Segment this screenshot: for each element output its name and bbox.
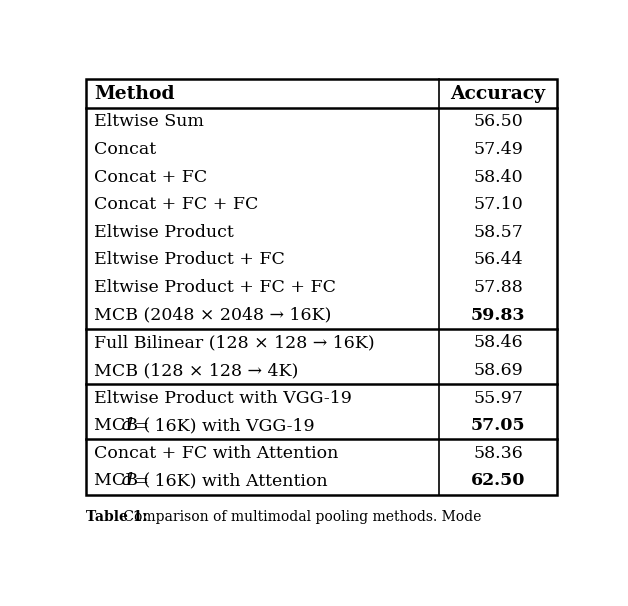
Text: Eltwise Product: Eltwise Product	[94, 224, 234, 241]
Text: d: d	[122, 472, 133, 490]
Text: = 16K) with Attention: = 16K) with Attention	[129, 472, 327, 490]
Text: Concat + FC + FC: Concat + FC + FC	[94, 196, 258, 213]
Text: 57.49: 57.49	[474, 141, 523, 158]
Text: 55.97: 55.97	[473, 390, 523, 407]
Text: 57.05: 57.05	[471, 417, 526, 434]
Text: Method: Method	[94, 84, 175, 102]
Text: Concat + FC with Attention: Concat + FC with Attention	[94, 445, 338, 462]
Text: 62.50: 62.50	[471, 472, 526, 490]
Text: MCB (: MCB (	[94, 417, 150, 434]
Text: Concat: Concat	[94, 141, 156, 158]
Text: 59.83: 59.83	[471, 307, 526, 324]
Text: Eltwise Product + FC + FC: Eltwise Product + FC + FC	[94, 279, 336, 296]
Text: MCB (128 × 128 → 4K): MCB (128 × 128 → 4K)	[94, 362, 298, 379]
Text: MCB (: MCB (	[94, 472, 150, 490]
Text: d: d	[122, 417, 133, 434]
Bar	[86, 79, 558, 494]
Text: 58.57: 58.57	[474, 224, 523, 241]
Text: Accuracy: Accuracy	[451, 84, 546, 102]
Text: 58.46: 58.46	[474, 335, 523, 351]
Text: Eltwise Product with VGG-19: Eltwise Product with VGG-19	[94, 390, 352, 407]
Text: Eltwise Sum: Eltwise Sum	[94, 113, 204, 130]
Text: = 16K) with VGG-19: = 16K) with VGG-19	[129, 417, 315, 434]
Text: 57.88: 57.88	[474, 279, 523, 296]
Text: 58.36: 58.36	[474, 445, 523, 462]
Text: 58.69: 58.69	[474, 362, 523, 379]
Text: Table 1:: Table 1:	[86, 510, 148, 524]
Text: MCB (2048 × 2048 → 16K): MCB (2048 × 2048 → 16K)	[94, 307, 332, 324]
Text: 57.10: 57.10	[474, 196, 523, 213]
Text: Eltwise Product + FC: Eltwise Product + FC	[94, 251, 285, 268]
Text: Full Bilinear (128 × 128 → 16K): Full Bilinear (128 × 128 → 16K)	[94, 335, 375, 351]
Text: Comparison of multimodal pooling methods. Mode: Comparison of multimodal pooling methods…	[119, 510, 481, 524]
Text: 58.40: 58.40	[474, 168, 523, 185]
Text: 56.50: 56.50	[474, 113, 523, 130]
Text: Concat + FC: Concat + FC	[94, 168, 207, 185]
Text: 56.44: 56.44	[474, 251, 523, 268]
